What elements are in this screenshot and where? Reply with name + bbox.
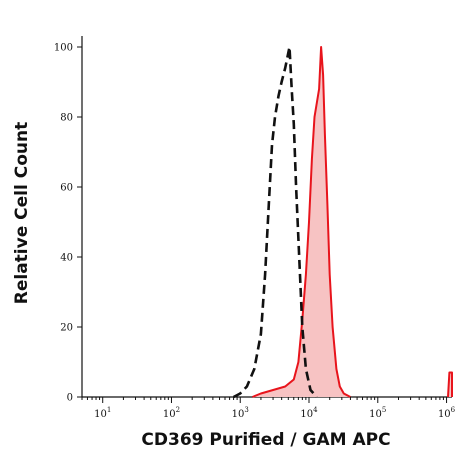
x-tick-label: 106 <box>438 406 456 420</box>
x-ticks: 101 102 103 104 105 106 <box>81 397 456 420</box>
y-axis-label: Relative Cell Count <box>12 122 32 304</box>
series-0-line <box>232 45 318 399</box>
series-1-fill <box>252 47 351 397</box>
y-ticks: 0 20 40 60 80 100 <box>54 43 82 404</box>
x-tick-label: 102 <box>163 406 180 420</box>
x-axis-label: CD369 Purified / GAM APC <box>141 430 390 450</box>
y-tick-label: 20 <box>60 323 73 334</box>
y-tick-label: 80 <box>60 113 73 124</box>
y-tick-label: 100 <box>54 43 73 54</box>
x-tick-label: 101 <box>94 406 111 420</box>
series-2-line <box>447 371 453 398</box>
y-tick-label: 60 <box>60 183 73 194</box>
y-tick-label: 40 <box>60 253 73 264</box>
series-layer <box>232 45 453 399</box>
x-tick-label: 103 <box>232 406 249 420</box>
series-1-line <box>252 46 351 398</box>
x-tick-label: 104 <box>300 406 318 420</box>
y-tick-label: 0 <box>67 393 73 404</box>
x-tick-label: 105 <box>369 406 386 420</box>
